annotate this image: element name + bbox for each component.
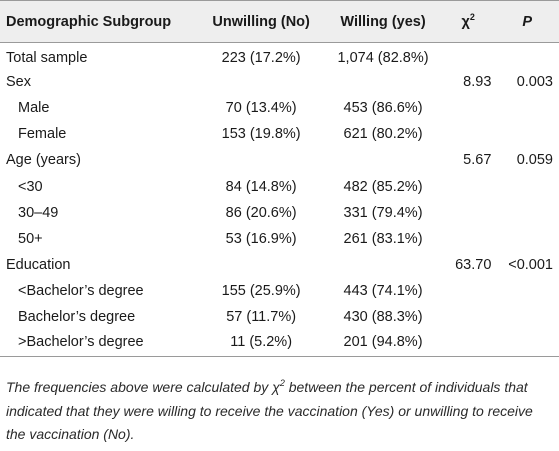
row-label: <Bachelor’s degree bbox=[18, 283, 144, 300]
chi-cell bbox=[441, 226, 495, 252]
willing-cell bbox=[325, 147, 441, 173]
willing-cell: 201 (94.8%) bbox=[325, 330, 441, 358]
unwilling-cell: 11 (5.2%) bbox=[197, 330, 326, 358]
footnote-chi-superscript: 2 bbox=[279, 378, 285, 388]
p-cell bbox=[495, 330, 559, 358]
row-label: <30 bbox=[18, 178, 43, 195]
table-row: Female 153 (19.8%) 621 (80.2%) bbox=[0, 121, 559, 147]
table-row: <30 84 (14.8%) 482 (85.2%) bbox=[0, 173, 559, 199]
p-cell bbox=[495, 278, 559, 304]
footnote-chi-symbol: χ bbox=[272, 379, 280, 395]
header-willing: Willing (yes) bbox=[325, 0, 441, 43]
unwilling-cell: 223 (17.2%) bbox=[221, 49, 301, 66]
chi-cell bbox=[441, 200, 495, 226]
table-row: Male 70 (13.4%) 453 (86.6%) bbox=[0, 95, 559, 121]
header-unwilling: Unwilling (No) bbox=[197, 0, 326, 43]
unwilling-cell: 155 (25.9%) bbox=[221, 283, 301, 300]
chi-symbol: χ bbox=[461, 13, 470, 30]
chi-cell bbox=[441, 173, 495, 199]
p-cell bbox=[495, 226, 559, 252]
chi-cell bbox=[441, 43, 495, 69]
chi-cell bbox=[441, 121, 495, 147]
header-p-value: P bbox=[495, 0, 559, 43]
row-label: Age (years) bbox=[6, 152, 81, 169]
table-row: >Bachelor’s degree 11 (5.2%) 201 (94.8%) bbox=[0, 330, 559, 358]
row-label: 50+ bbox=[18, 230, 43, 247]
table-row: Sex 8.93 0.003 bbox=[0, 69, 559, 95]
row-label: Female bbox=[18, 126, 67, 143]
unwilling-cell: 57 (11.7%) bbox=[226, 309, 297, 326]
p-cell bbox=[495, 121, 559, 147]
willing-cell: 443 (74.1%) bbox=[343, 283, 423, 300]
chi-superscript: 2 bbox=[469, 11, 475, 22]
unwilling-cell bbox=[197, 147, 325, 173]
willing-cell: 331 (79.4%) bbox=[343, 204, 423, 221]
unwilling-cell: 84 (14.8%) bbox=[225, 178, 297, 195]
p-cell: 0.003 bbox=[516, 73, 553, 90]
p-cell bbox=[495, 173, 559, 199]
table-row: <Bachelor’s degree 155 (25.9%) 443 (74.1… bbox=[0, 278, 559, 304]
unwilling-cell bbox=[197, 252, 325, 278]
p-cell: 0.059 bbox=[516, 152, 553, 169]
table-row: 50+ 53 (16.9%) 261 (83.1%) bbox=[0, 226, 559, 252]
willing-cell: 261 (83.1%) bbox=[343, 230, 423, 247]
unwilling-cell bbox=[197, 69, 325, 95]
p-cell bbox=[495, 200, 559, 226]
p-cell bbox=[495, 95, 559, 121]
header-subgroup: Demographic Subgroup bbox=[0, 0, 198, 43]
willing-cell: 453 (86.6%) bbox=[343, 99, 423, 116]
footnote-text-start: The frequencies above were calculated by bbox=[6, 379, 273, 395]
unwilling-cell: 53 (16.9%) bbox=[225, 230, 297, 247]
chi-cell: 5.67 bbox=[463, 152, 492, 169]
unwilling-cell: 153 (19.8%) bbox=[221, 126, 301, 143]
chi-cell bbox=[441, 304, 495, 330]
willing-cell bbox=[325, 69, 441, 95]
table-row: Total sample 223 (17.2%) 1,074 (82.8%) bbox=[0, 43, 559, 69]
table-row: Bachelor’s degree 57 (11.7%) 430 (88.3%) bbox=[0, 304, 559, 330]
row-label: Education bbox=[6, 257, 71, 274]
p-cell: <0.001 bbox=[508, 257, 553, 274]
header-row: Demographic Subgroup Unwilling (No) Will… bbox=[0, 0, 559, 43]
chi-cell bbox=[441, 95, 495, 121]
footnote-text-end: between the percent of individuals that … bbox=[6, 379, 533, 442]
willing-cell: 1,074 (82.8%) bbox=[337, 49, 429, 66]
row-label: Male bbox=[18, 99, 50, 116]
table-footnote: The frequencies above were calculated by… bbox=[6, 376, 552, 447]
chi-cell bbox=[440, 330, 496, 358]
unwilling-cell: 86 (20.6%) bbox=[225, 204, 297, 221]
chi-cell: 8.93 bbox=[463, 73, 492, 90]
willing-cell: 430 (88.3%) bbox=[343, 309, 423, 326]
chi-cell bbox=[441, 278, 495, 304]
unwilling-cell: 70 (13.4%) bbox=[225, 99, 297, 116]
p-cell bbox=[495, 304, 559, 330]
willing-cell bbox=[325, 252, 441, 278]
willing-cell: 482 (85.2%) bbox=[343, 178, 423, 195]
row-label: Sex bbox=[6, 73, 31, 90]
willing-cell: 621 (80.2%) bbox=[343, 126, 423, 143]
demographics-table: Demographic Subgroup Unwilling (No) Will… bbox=[0, 0, 559, 358]
chi-cell: 63.70 bbox=[455, 257, 492, 274]
row-label: 30–49 bbox=[18, 204, 59, 221]
header-chi-square: χ2 bbox=[440, 0, 496, 43]
table-row: Education 63.70 <0.001 bbox=[0, 252, 559, 278]
table-row: Age (years) 5.67 0.059 bbox=[0, 147, 559, 173]
row-label: Bachelor’s degree bbox=[18, 309, 136, 326]
table-row: 30–49 86 (20.6%) 331 (79.4%) bbox=[0, 200, 559, 226]
row-label: Total sample bbox=[6, 49, 88, 66]
row-label: >Bachelor’s degree bbox=[0, 330, 198, 358]
p-cell bbox=[495, 43, 559, 69]
